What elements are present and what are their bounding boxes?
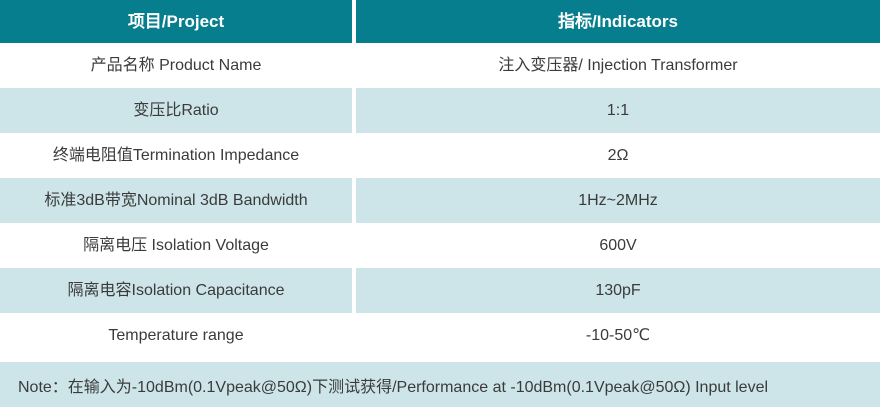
row-label: 隔离电压 Isolation Voltage (0, 223, 356, 268)
row-value: 600V (599, 236, 637, 254)
table-header-row: 项目/Project 指标/Indicators (0, 0, 880, 43)
table-row-product-name: 产品名称 Product Name 注入变压器/ Injection Trans… (0, 43, 880, 88)
table-row-temperature-range: Temperature range -10-50℃ (0, 313, 880, 358)
table-row-ratio: 变压比Ratio 1:1 (0, 88, 880, 133)
row-label: 终端电阻值Termination Impedance (0, 133, 356, 178)
row-value: 2Ω (607, 146, 629, 164)
header-cell-project: 项目/Project (0, 0, 356, 43)
row-value: 130pF (595, 281, 641, 299)
row-label: 标准3dB带宽Nominal 3dB Bandwidth (0, 178, 356, 223)
row-value: -10-50℃ (585, 326, 651, 344)
table-row-3db-bandwidth: 标准3dB带宽Nominal 3dB Bandwidth 1Hz~2MHz (0, 178, 880, 223)
table-row-termination-impedance: 终端电阻值Termination Impedance 2Ω (0, 133, 880, 178)
row-value: 1:1 (606, 101, 630, 119)
row-label: 变压比Ratio (0, 88, 356, 133)
header-cell-indicators: 指标/Indicators (558, 12, 678, 31)
note-row: Note：在输入为-10dBm(0.1Vpeak@50Ω)下测试获得/Perfo… (0, 362, 880, 407)
table-row-isolation-capacitance: 隔离电容Isolation Capacitance 130pF (0, 268, 880, 313)
table-row-isolation-voltage: 隔离电压 Isolation Voltage 600V (0, 223, 880, 268)
row-label: 产品名称 Product Name (0, 43, 356, 88)
row-value: 1Hz~2MHz (578, 191, 658, 209)
note-text: Note：在输入为-10dBm(0.1Vpeak@50Ω)下测试获得/Perfo… (18, 378, 769, 396)
row-value: 注入变压器/ Injection Transformer (498, 56, 738, 74)
row-label: Temperature range (0, 313, 356, 358)
row-label: 隔离电容Isolation Capacitance (0, 268, 356, 313)
